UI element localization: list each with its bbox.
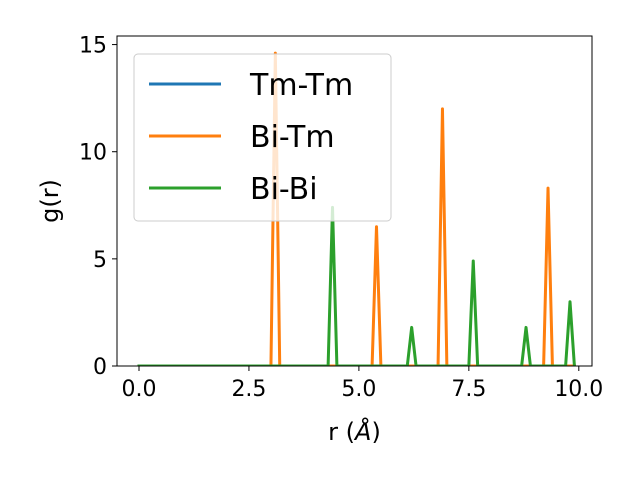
x-tick-label: 7.5 [451,377,486,402]
legend-label: Bi-Bi [250,172,318,207]
x-axis-label: r (Å) [328,417,381,446]
y-tick-label: 15 [79,34,107,59]
legend-label: Bi-Tm [250,120,335,155]
x-tick-label: 0.0 [121,377,156,402]
x-tick-label: 2.5 [231,377,266,402]
legend-label: Tm-Tm [249,68,353,103]
y-axis-label: g(r) [36,179,64,223]
series-line-bi-bi [137,205,576,366]
axis-ticks: 0.0 2.5 5.0 7.5 10.0 0 5 10 15 [79,34,603,402]
axes-frame [116,35,593,367]
y-tick-label: 0 [93,355,107,380]
y-tick-label: 5 [93,248,107,273]
legend: Tm-Tm Bi-Tm Bi-Bi [133,53,392,222]
x-tick-label: 5.0 [341,377,376,402]
legend-box [133,53,392,222]
x-tick-label: 10.0 [554,377,603,402]
y-tick-label: 10 [79,141,107,166]
